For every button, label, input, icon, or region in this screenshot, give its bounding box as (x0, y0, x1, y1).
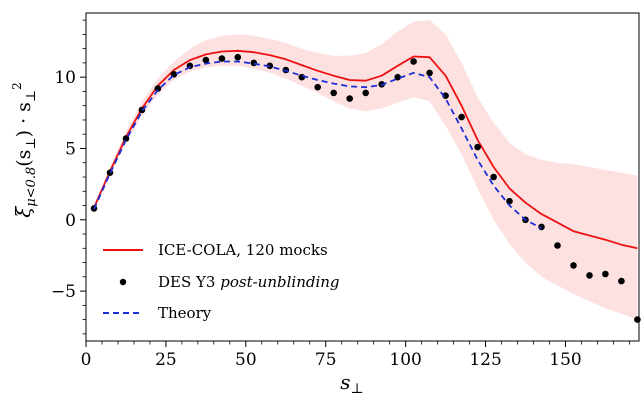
y-axis-label-sub: μ<0.8 (24, 167, 39, 207)
y-axis-label-tail: ) · s (13, 102, 35, 137)
data-point-des-y3 (218, 55, 226, 62)
legend-label-ice-cola: ICE-COLA, 120 mocks (158, 241, 328, 259)
x-tick-label: 100 (389, 350, 421, 370)
data-point-des-y3 (122, 135, 130, 142)
data-point-des-y3 (442, 92, 449, 99)
x-tick-label: 75 (315, 350, 337, 370)
legend: ICE-COLA, 120 mocks DES Y3 post-unblindi… (103, 241, 340, 322)
data-point-des-y3 (266, 62, 274, 70)
data-point-des-y3 (202, 56, 210, 64)
data-point-des-y3 (538, 223, 545, 231)
x-axis-label: s⊥ (340, 370, 363, 397)
y-tick-label: 10 (54, 68, 76, 88)
data-point-des-y3 (458, 113, 465, 121)
legend-label-des-y3-name: DES Y3 (158, 273, 215, 291)
data-point-des-y3 (330, 89, 338, 97)
data-point-des-y3 (426, 69, 433, 77)
data-point-des-y3 (570, 262, 577, 269)
y-axis-label-main: ξ (11, 206, 35, 218)
legend-swatch-des-y3 (119, 278, 127, 286)
data-point-des-y3 (234, 53, 242, 61)
data-point-des-y3 (634, 316, 641, 323)
data-point-des-y3 (506, 197, 513, 205)
data-point-des-y3 (154, 85, 162, 92)
x-tick-label: 0 (81, 350, 92, 370)
y-axis-label-arg-sub: ⊥ (24, 137, 39, 149)
legend-label-des-y3-italic: post-unblinding (220, 273, 339, 291)
legend-label-des-y3: DES Y3 post-unblinding (158, 273, 340, 291)
y-tick-label: 5 (65, 139, 76, 159)
data-point-des-y3 (618, 277, 625, 285)
data-point-des-y3 (602, 270, 609, 278)
data-point-des-y3 (394, 73, 402, 81)
y-axis-label-tail-sub: ⊥ (24, 90, 39, 102)
y-axis-label-tail-sup: 2 (10, 82, 24, 90)
data-point-des-y3 (490, 173, 497, 181)
axis-ticks: 0 25 50 75 100 125 150 −5 0 5 10 (51, 19, 630, 370)
data-point-des-y3 (586, 272, 593, 279)
x-tick-label: 50 (235, 350, 257, 370)
y-axis-label-arg: (s (13, 150, 35, 167)
data-point-des-y3 (362, 89, 370, 97)
data-point-des-y3 (314, 83, 322, 91)
y-tick-label: −5 (51, 282, 76, 302)
data-point-des-y3 (474, 143, 481, 151)
data-point-des-y3 (554, 242, 561, 249)
data-point-des-y3 (250, 59, 258, 67)
x-tick-label: 150 (549, 350, 581, 370)
y-axis-label: ξμ<0.8(s⊥) · s⊥2 (10, 82, 39, 218)
series-line-theory (93, 60, 542, 230)
x-tick-label: 25 (155, 350, 177, 370)
data-point-des-y3 (410, 58, 417, 65)
series-line-ice-cola-120-mocks (93, 49, 638, 250)
legend-label-theory: Theory (158, 304, 212, 322)
x-axis-label-main: s (340, 370, 350, 394)
x-tick-label: 125 (469, 350, 501, 370)
data-point-des-y3 (346, 95, 354, 102)
x-axis-label-sub: ⊥ (351, 381, 364, 397)
y-tick-label: 0 (65, 211, 76, 231)
